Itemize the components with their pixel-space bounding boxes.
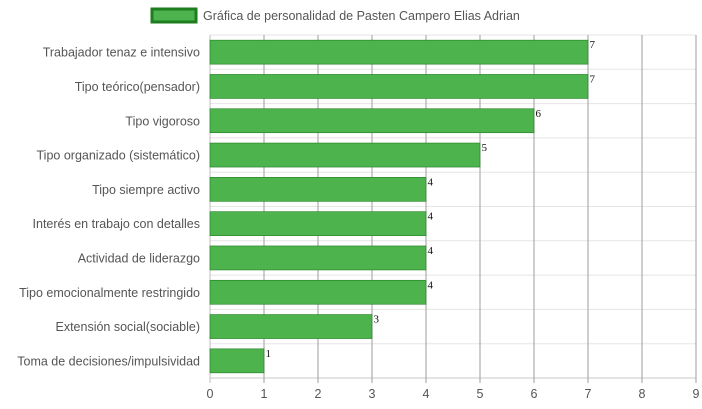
bar[interactable] <box>209 348 265 374</box>
category-label: Trabajador tenaz e intensivo <box>43 46 200 60</box>
category-label: Toma de decisiones/impulsividad <box>17 354 200 368</box>
x-tick-label: 6 <box>531 387 538 401</box>
bar[interactable] <box>209 211 427 236</box>
x-tick-label: 8 <box>639 387 646 401</box>
bar[interactable] <box>209 245 427 271</box>
x-tick-label: 7 <box>585 387 592 401</box>
category-label: Extensión social(sociable) <box>55 320 200 334</box>
bar[interactable] <box>209 39 589 65</box>
legend-swatch <box>150 7 198 24</box>
category-label: Tipo emocionalmente restringido <box>19 286 200 300</box>
category-labels: Trabajador tenaz e intensivo Tipo teórico… <box>17 46 200 369</box>
bar[interactable] <box>209 74 589 99</box>
bar-value-label: 4 <box>428 245 434 257</box>
bar-value-label: 7 <box>590 39 596 51</box>
category-label: Tipo vigoroso <box>125 114 200 128</box>
bar[interactable] <box>209 279 427 305</box>
bar-value-label: 4 <box>428 279 434 291</box>
bar-value-label: 1 <box>266 348 272 360</box>
bar-value-label: 4 <box>428 176 434 188</box>
chart-legend[interactable]: Gráfica de personalidad de Pasten Camper… <box>150 7 520 24</box>
category-label: Tipo organizado (sistemático) <box>37 149 201 163</box>
category-label: Tipo teórico(pensador) <box>75 80 200 94</box>
x-tick-label: 5 <box>477 387 484 401</box>
x-tick-label: 3 <box>369 387 376 401</box>
bar[interactable] <box>209 314 373 339</box>
x-tick-label: 4 <box>423 387 430 401</box>
legend-label: Gráfica de personalidad de Pasten Camper… <box>203 9 520 23</box>
bars <box>209 39 589 374</box>
category-label: Tipo siempre activo <box>92 183 200 197</box>
category-label: Interés en trabajo con detalles <box>33 217 200 231</box>
bar[interactable] <box>209 108 535 134</box>
x-tick-label: 0 <box>207 387 214 401</box>
bar-value-label: 7 <box>590 73 596 85</box>
x-tick-label: 2 <box>315 387 322 401</box>
x-tick-label: 1 <box>261 387 268 401</box>
bar-value-label: 3 <box>374 314 380 326</box>
category-label: Actividad de liderazgo <box>78 251 200 265</box>
bar[interactable] <box>209 177 427 202</box>
x-axis-tick-labels: 0 1 2 3 4 5 6 7 8 9 <box>207 387 700 401</box>
bar-value-label: 6 <box>536 108 542 120</box>
value-labels: 7 7 6 5 4 4 4 4 3 1 <box>266 39 596 360</box>
bar[interactable] <box>209 142 481 168</box>
bar-value-label: 4 <box>428 211 434 223</box>
bar-value-label: 5 <box>482 142 488 154</box>
x-tick-label: 9 <box>693 387 700 401</box>
